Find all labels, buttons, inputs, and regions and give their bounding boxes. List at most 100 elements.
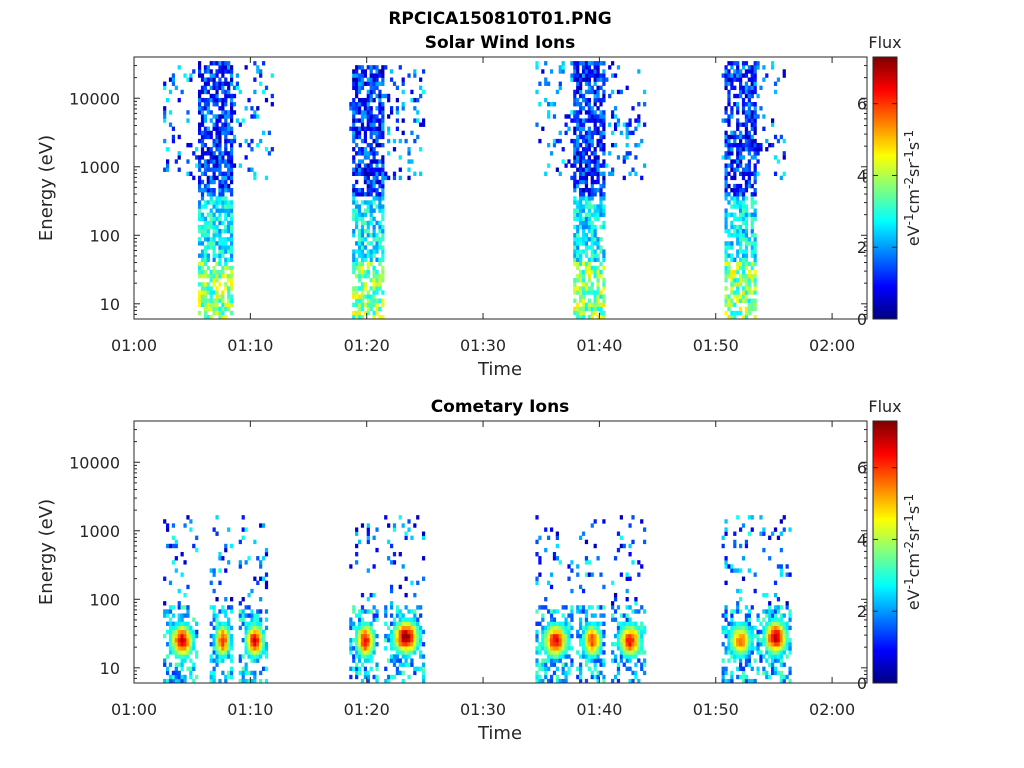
flux-cell <box>587 77 591 82</box>
flux-cell <box>724 670 728 676</box>
flux-cell <box>782 650 786 655</box>
flux-cell <box>229 97 234 103</box>
flux-cell <box>209 192 213 197</box>
flux-cell <box>628 642 632 647</box>
flux-cell <box>177 642 181 647</box>
flux-cell <box>739 629 743 635</box>
flux-cell <box>747 278 751 283</box>
flux-cell <box>579 77 583 82</box>
flux-cell <box>730 633 734 639</box>
flux-cell <box>404 605 408 610</box>
flux-cell <box>250 147 254 152</box>
flux-cell <box>180 662 184 667</box>
flux-cell <box>180 613 184 618</box>
flux-cell <box>724 646 728 651</box>
flux-cell <box>360 159 365 164</box>
flux-cell <box>547 163 551 168</box>
flux-cell <box>264 175 269 181</box>
flux-cell <box>363 642 367 647</box>
flux-cell <box>221 302 225 308</box>
flux-cell <box>229 155 234 160</box>
flux-cell <box>584 159 589 164</box>
flux-cell <box>750 110 754 115</box>
flux-cell <box>227 89 231 95</box>
flux-cell <box>602 81 606 86</box>
flux-cell <box>355 212 359 217</box>
flux-cell <box>221 188 225 193</box>
flux-cell <box>404 621 408 626</box>
flux-cell <box>538 605 542 610</box>
flux-cell <box>218 69 222 74</box>
flux-cell <box>724 171 728 177</box>
flux-cell <box>241 670 245 676</box>
flux-cell <box>381 110 385 115</box>
flux-cell <box>733 269 737 275</box>
flux-cell <box>535 650 539 655</box>
flux-cell <box>785 625 789 631</box>
flux-cell <box>564 654 568 659</box>
flux-cell <box>200 73 205 78</box>
flux-cell <box>747 89 751 95</box>
flux-cell <box>584 302 589 308</box>
flux-cell <box>384 515 388 520</box>
flux-cell <box>602 183 606 189</box>
colorbar-segment <box>873 113 897 117</box>
flux-cell <box>203 204 208 209</box>
flux-cell <box>727 89 731 95</box>
flux-cell <box>776 564 781 569</box>
flux-cell <box>221 650 225 655</box>
flux-cell <box>593 674 597 680</box>
flux-cell <box>747 85 751 91</box>
flux-cell <box>625 625 629 631</box>
flux-cell <box>378 200 382 205</box>
flux-cell <box>613 597 618 602</box>
flux-cell <box>788 642 792 647</box>
flux-cell <box>581 646 586 651</box>
flux-cell <box>730 245 734 250</box>
flux-cell <box>264 646 269 651</box>
flux-cell <box>741 192 746 197</box>
flux-cell <box>584 147 589 152</box>
flux-cell <box>229 106 234 111</box>
flux-cell <box>622 642 626 647</box>
flux-cell <box>369 106 373 111</box>
flux-cell <box>227 278 231 283</box>
flux-cell <box>407 519 411 524</box>
flux-cell <box>218 642 222 647</box>
flux-cell <box>733 646 737 651</box>
flux-cell <box>631 629 635 635</box>
flux-cell <box>593 89 597 95</box>
flux-cell <box>747 310 751 316</box>
flux-cell <box>753 257 757 262</box>
flux-cell <box>544 629 548 635</box>
flux-cell <box>724 580 728 586</box>
flux-cell <box>570 633 574 639</box>
flux-cell <box>247 97 251 103</box>
flux-cell <box>221 265 225 271</box>
flux-cell <box>352 261 356 267</box>
flux-cell <box>736 515 740 520</box>
flux-cell <box>608 122 612 127</box>
flux-cell <box>613 556 618 561</box>
flux-cell <box>564 662 568 667</box>
flux-cell <box>375 674 379 680</box>
flux-cell <box>613 609 618 614</box>
flux-cell <box>579 200 583 205</box>
flux-cell <box>384 65 388 70</box>
flux-cell <box>224 306 228 312</box>
flux-cell <box>599 97 603 103</box>
colorbar-segment <box>873 240 897 243</box>
flux-cell <box>212 670 216 676</box>
flux-cell <box>203 97 208 103</box>
flux-cell <box>378 102 382 107</box>
flux-cell <box>593 241 597 246</box>
flux-cell <box>727 151 731 156</box>
flux-cell <box>759 147 763 152</box>
flux-cell <box>771 629 775 635</box>
flux-cell <box>721 118 725 123</box>
flux-cell <box>203 245 208 250</box>
flux-cell <box>203 130 208 136</box>
flux-cell <box>366 249 370 254</box>
flux-cell <box>593 269 597 275</box>
flux-cell <box>168 77 173 82</box>
